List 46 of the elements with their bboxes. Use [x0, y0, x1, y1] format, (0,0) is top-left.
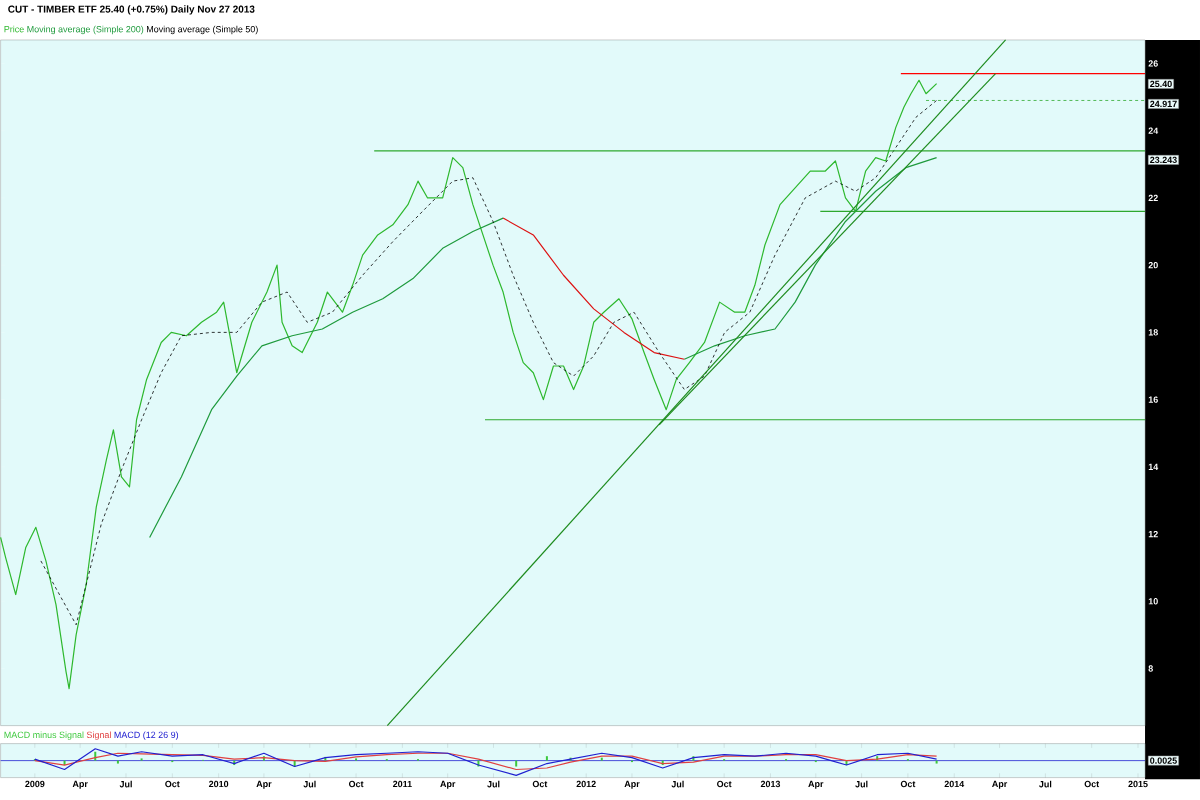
y-tick-label: 18 [1148, 329, 1158, 336]
x-tick-label: 2011 [392, 780, 412, 788]
x-tick-label: Oct [165, 780, 180, 788]
y-tick-label: 8 [1148, 665, 1153, 672]
y-tick-label: 24 [1148, 127, 1159, 135]
x-tick-label: 2014 [944, 780, 965, 788]
y-tick-label: 12 [1148, 531, 1158, 538]
x-tick-label: 2012 [576, 780, 596, 788]
y-tick-label: 22 [1148, 195, 1158, 202]
x-tick-label: Oct [1084, 780, 1100, 788]
y-tick-label: 10 [1148, 598, 1158, 605]
x-tick-label: Apr [808, 780, 824, 790]
y-tick-label: 14 [1148, 463, 1159, 471]
series-label: MACD minus Signal [4, 731, 84, 740]
x-tick-label: Oct [717, 780, 732, 788]
x-tick-label: Apr [992, 780, 1008, 790]
x-tick-label: 2010 [208, 780, 229, 788]
text: Price [4, 26, 24, 33]
x-tick-label: Oct [532, 780, 548, 788]
text: 23.243 [1150, 156, 1177, 164]
x-tick-label: Jul [303, 780, 316, 788]
x-tick-label: Apr [440, 780, 456, 790]
x-tick-label: 2015 [1128, 780, 1148, 788]
x-tick-label: Oct [348, 780, 364, 788]
text: 25.40 [1150, 80, 1172, 88]
x-tick-label: 2013 [760, 780, 781, 788]
series-label: MACD (12 26 9) [114, 731, 179, 740]
x-tick-label: Apr [256, 780, 272, 790]
x-tick-label: Jul [119, 780, 132, 788]
text: 24.917 [1150, 100, 1177, 108]
chart-title: CUT - TIMBER ETF 25.40 (+0.75%) Daily Nov 27 2013 [8, 5, 255, 15]
y-tick-label: 20 [1148, 262, 1158, 269]
y-tick-label: 16 [1148, 396, 1158, 403]
x-tick-label: Apr [72, 780, 88, 790]
text: Moving average (Simple 50) [146, 26, 258, 35]
x-tick-label: Oct [900, 780, 916, 788]
x-tick-label: Jul [1039, 780, 1052, 788]
x-tick-label: Apr [624, 780, 640, 790]
y-tick-label: 26 [1148, 60, 1158, 67]
series-label: Signal [86, 731, 111, 740]
x-tick-label: Jul [855, 780, 868, 788]
x-tick-label: Jul [671, 780, 684, 788]
text: Moving average (Simple 200) [27, 26, 144, 35]
text: 0.0025 [1150, 757, 1177, 764]
x-tick-label: Jul [487, 780, 500, 788]
x-tick-label: 2009 [25, 780, 45, 788]
